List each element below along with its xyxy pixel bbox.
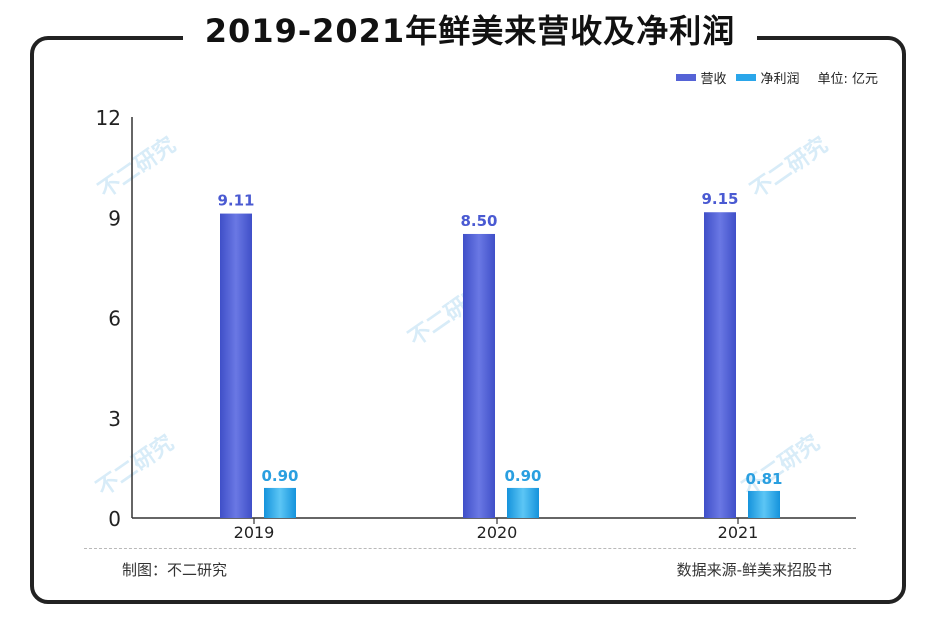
- footer-credit: 制图：不二研究: [122, 561, 228, 579]
- bar-revenue: [463, 233, 495, 519]
- chart-title: 2019-2021年鲜美来营收及净利润: [182, 6, 758, 52]
- data-label-revenue: 9.11: [217, 192, 254, 210]
- legend-item-revenue: 营收: [676, 68, 726, 87]
- y-tick-label: 0: [108, 507, 121, 531]
- y-tick-label: 12: [96, 106, 121, 130]
- data-label-profit: 0.90: [504, 467, 541, 485]
- legend-item-profit: 净利润: [736, 68, 799, 87]
- bar-revenue: [220, 213, 252, 519]
- footer-source: 数据来源-鲜美来招股书: [676, 561, 832, 579]
- x-tick-label: 2021: [718, 523, 759, 542]
- legend-swatch-profit: [736, 74, 757, 81]
- x-tick-label: 2020: [477, 523, 518, 542]
- legend-swatch-revenue: [676, 74, 697, 81]
- unit-label: 单位: 亿元: [817, 72, 878, 87]
- x-tick-label: 2019: [234, 523, 275, 542]
- bar-profit: [507, 487, 539, 518]
- legend-label-revenue: 营收: [700, 72, 727, 87]
- y-tick-label: 3: [108, 407, 121, 431]
- footer-divider: [84, 548, 856, 549]
- title-container: 2019-2021年鲜美来营收及净利润: [0, 6, 940, 52]
- legend-label-profit: 净利润: [760, 72, 800, 87]
- bar-revenue: [704, 212, 736, 519]
- data-label-profit: 0.81: [745, 470, 782, 488]
- y-tick-label: 6: [108, 307, 121, 331]
- bar-profit: [264, 487, 296, 518]
- legend: 营收 净利润 单位: 亿元: [676, 68, 878, 87]
- data-label-profit: 0.90: [261, 467, 298, 485]
- y-tick-label: 9: [108, 206, 121, 230]
- data-label-revenue: 8.50: [460, 212, 497, 230]
- bar-profit: [748, 490, 780, 518]
- data-label-revenue: 9.15: [701, 190, 738, 208]
